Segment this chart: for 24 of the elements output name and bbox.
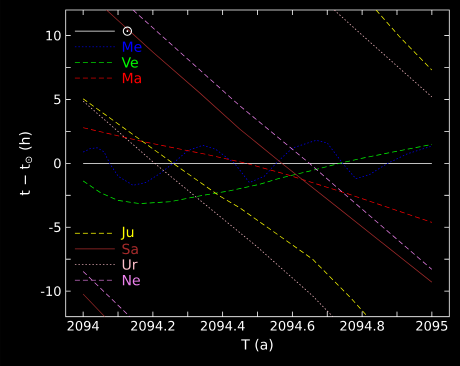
legend-label: Ju: [120, 226, 134, 240]
y-tick-label: -10: [40, 286, 61, 296]
y-tick-label: 10: [46, 30, 61, 40]
x-tick-label: 2094.4: [200, 320, 245, 331]
line-series: [82, 140, 432, 186]
x-tick-label: 2095: [416, 320, 448, 331]
x-tick-label: 2094.8: [340, 320, 384, 331]
y-tick-label: 5: [54, 94, 60, 104]
x-tick-label: 2094.6: [270, 320, 314, 331]
legend-label: Ur: [122, 259, 138, 270]
line-series: [82, 144, 432, 204]
x-tick-label: 2094.2: [131, 320, 174, 331]
legend-label: Me: [122, 42, 142, 52]
y-tick-label: -5: [49, 222, 60, 232]
x-tick-label: 2094: [68, 320, 99, 331]
legend-label: Ve: [122, 57, 138, 68]
y-tick-label: 0: [54, 158, 61, 168]
legend-label: ⊙: [122, 26, 132, 36]
line-series: [82, 127, 432, 223]
legend-label: Ma: [122, 72, 141, 84]
y-axis-title: t − t$_{⊙}$ (h): [19, 132, 32, 196]
x-axis-title: T (a): [241, 338, 273, 352]
legend-label: Ne: [122, 274, 140, 286]
legend-label: Sa: [122, 244, 138, 254]
